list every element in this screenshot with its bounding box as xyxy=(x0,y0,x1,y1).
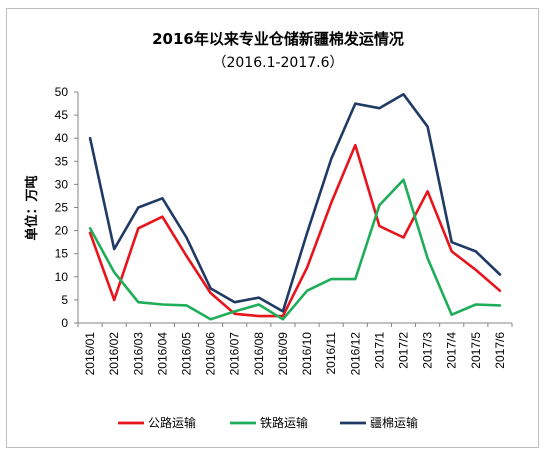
y-tick-label: 35 xyxy=(55,154,69,168)
x-tick-label: 2016/11 xyxy=(324,332,338,375)
series-line-3 xyxy=(88,93,502,313)
x-tick-label: 2016/01 xyxy=(83,332,97,376)
y-tick-labels: 0 5 10 15 20 25 30 35 40 45 50 xyxy=(55,85,69,330)
x-tick-labels: 2016/01 2016/02 2016/03 2016/04 2016/05 2016/… xyxy=(83,332,507,376)
x-tick-label: 2016/10 xyxy=(300,332,314,376)
x-tick-label: 2017/5 xyxy=(469,332,483,369)
y-tick-label: 40 xyxy=(55,131,69,145)
y-tick-label: 0 xyxy=(61,316,68,330)
series-line-1 xyxy=(88,143,502,318)
y-tick-label: 25 xyxy=(55,201,69,215)
x-tick-label: 2016/04 xyxy=(155,332,169,376)
x-tick-label: 2016/08 xyxy=(252,332,266,376)
y-tick-label: 50 xyxy=(55,85,69,99)
x-tick-label: 2016/05 xyxy=(180,332,194,376)
y-tick-label: 20 xyxy=(55,224,69,238)
x-tick-label: 2016/06 xyxy=(204,332,218,376)
series-lines xyxy=(88,93,502,321)
x-tick-label: 2017/6 xyxy=(493,332,507,369)
x-tick-label: 2017/2 xyxy=(397,332,411,369)
x-tick-label: 2016/09 xyxy=(276,332,290,376)
x-tick-label: 2016/07 xyxy=(228,332,242,376)
x-tick-label: 2017/4 xyxy=(445,332,459,369)
legend-label-1: 公路运输 xyxy=(148,415,196,430)
x-tick-label: 2016/12 xyxy=(348,332,362,376)
x-tick-label: 2016/03 xyxy=(131,332,145,376)
x-tick-label: 2017/1 xyxy=(372,332,386,369)
chart-title: 2016年以来专业仓储新疆棉发运情况 xyxy=(152,30,404,48)
y-axis-label: 单位：万吨 xyxy=(24,175,40,240)
y-tick-label: 45 xyxy=(55,108,69,122)
axes xyxy=(74,91,513,327)
legend-label-2: 铁路运输 xyxy=(260,415,308,430)
legend: 公路运输 铁路运输 疆棉运输 xyxy=(118,415,418,430)
y-tick-label: 15 xyxy=(55,247,69,261)
chart-frame xyxy=(6,8,539,448)
legend-label-3: 疆棉运输 xyxy=(370,415,418,430)
series-line-2 xyxy=(88,178,502,321)
y-tick-label: 10 xyxy=(55,270,69,284)
x-tick-label: 2016/02 xyxy=(107,332,121,376)
y-tick-label: 5 xyxy=(61,293,68,307)
x-tick-label: 2017/3 xyxy=(421,332,435,369)
y-tick-label: 30 xyxy=(55,177,69,191)
chart-subtitle: （2016.1-2017.6） xyxy=(212,55,343,71)
